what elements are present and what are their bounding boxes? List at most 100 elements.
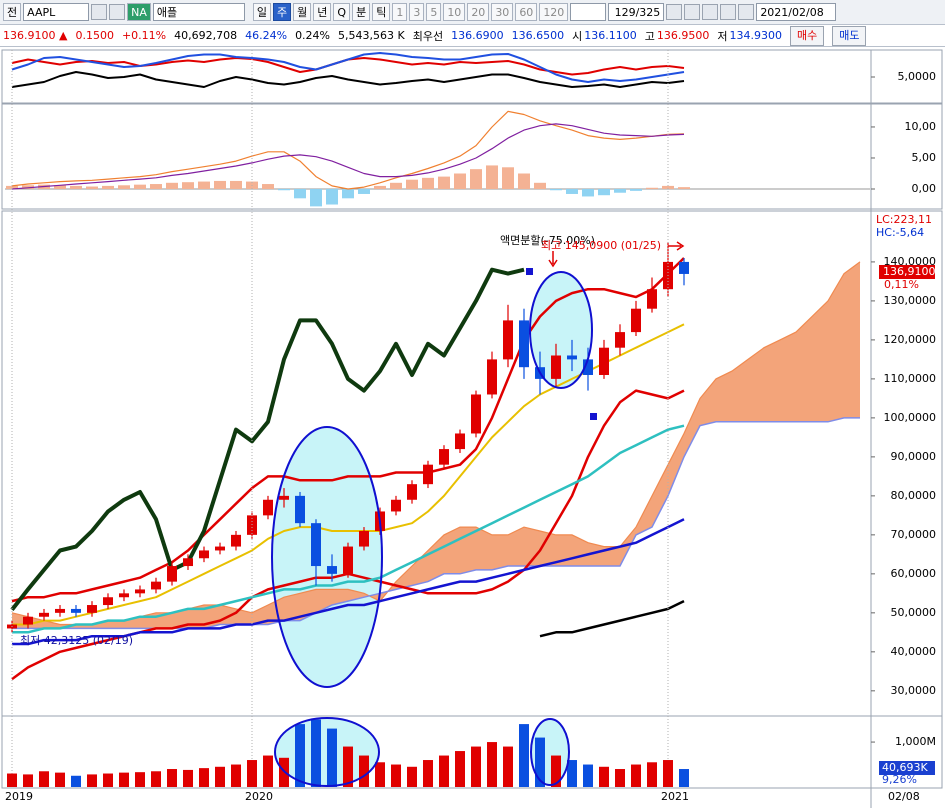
histogram-bar <box>278 189 290 191</box>
histogram-bar <box>614 189 626 193</box>
line <box>11 52 685 83</box>
period-button[interactable]: 월 <box>293 3 312 21</box>
y-tick-label: 30,0000 <box>891 684 937 697</box>
interval-button[interactable]: 120 <box>539 3 569 21</box>
volume-bar <box>631 764 641 787</box>
histogram-bar <box>310 189 322 207</box>
high-arrow <box>668 241 685 251</box>
interval-button[interactable]: 1 <box>392 3 408 21</box>
interval-button[interactable]: 20 <box>467 3 490 21</box>
volume-bar <box>519 724 529 787</box>
count-input[interactable]: 129/325 <box>608 3 665 21</box>
x-tick-label: 2021 <box>661 790 689 803</box>
histogram-bar <box>550 189 562 191</box>
histogram-bar <box>326 189 338 205</box>
interval-dropdown[interactable] <box>570 3 607 21</box>
volume-bar <box>567 760 577 787</box>
tool-icon[interactable] <box>720 4 737 20</box>
interval-button[interactable]: 5 <box>426 3 442 21</box>
volume-bar <box>599 766 609 787</box>
period-button[interactable]: 년 <box>313 3 332 21</box>
candle-body <box>279 495 289 500</box>
period-button[interactable]: Q <box>333 3 351 21</box>
histogram-bar <box>54 185 66 190</box>
y-tick-label: 100,0000 <box>884 411 937 424</box>
buy-button[interactable]: 매수 <box>789 25 825 46</box>
volume-bar <box>455 751 465 787</box>
candle-body <box>199 550 209 559</box>
volume-bar <box>375 762 385 787</box>
period-button[interactable]: 주 <box>273 3 292 21</box>
histogram-bar <box>534 182 546 190</box>
candle-body <box>455 433 465 450</box>
volume-bar <box>679 769 689 787</box>
y-tick-label: 0,00 <box>912 182 937 195</box>
line <box>12 424 685 634</box>
candle-body <box>519 320 529 368</box>
histogram-bar <box>182 182 194 190</box>
line <box>11 123 685 190</box>
line <box>11 71 685 88</box>
volume-bar <box>7 773 17 787</box>
tool-icon[interactable] <box>702 4 719 20</box>
volume-bar <box>359 755 369 787</box>
period-button[interactable]: 분 <box>352 3 371 21</box>
histogram-bar <box>662 185 674 190</box>
histogram-bar <box>358 189 370 194</box>
y-tick-label: 40,0000 <box>891 645 937 658</box>
cloud-fill <box>12 261 860 629</box>
name-input[interactable]: 애플 <box>152 3 245 21</box>
y-tick-label: 70,0000 <box>891 528 937 541</box>
candle-body <box>87 605 97 613</box>
panel-borders <box>1 49 943 808</box>
settings-icon[interactable] <box>738 4 755 20</box>
sell-button[interactable]: 매도 <box>832 25 867 46</box>
histogram-bar <box>230 180 242 190</box>
volume-bar <box>343 746 353 787</box>
histogram-bar <box>582 189 594 197</box>
histogram-bar <box>166 182 178 190</box>
volume-bar <box>391 764 401 787</box>
symbol-input[interactable]: AAPL <box>23 3 90 21</box>
histogram-bar <box>118 185 130 190</box>
quote-volume-rate: 46.24% <box>245 29 288 42</box>
candle-body <box>247 515 257 535</box>
quote-open-label: 시 <box>572 29 583 43</box>
interval-button[interactable]: 10 <box>443 3 466 21</box>
candle-body <box>647 289 657 309</box>
candle-body <box>151 581 161 590</box>
candle-body <box>343 546 353 574</box>
interval-button[interactable]: 30 <box>491 3 514 21</box>
tool-icon[interactable] <box>666 4 683 20</box>
histogram-bar <box>70 185 82 190</box>
lc-label: LC:223,11 <box>876 213 932 226</box>
histogram-bar <box>150 184 162 190</box>
volume-bar <box>55 772 65 787</box>
highlight-outline <box>274 717 380 787</box>
date-input[interactable]: 2021/02/08 <box>756 3 837 21</box>
histogram-bar <box>422 177 434 190</box>
volume-bar <box>119 772 129 787</box>
volume-bar <box>407 766 417 787</box>
period-button[interactable]: 일 <box>252 3 272 21</box>
candle-body <box>615 332 625 348</box>
interval-button[interactable]: 60 <box>515 3 538 21</box>
tool-icon[interactable] <box>684 4 701 20</box>
volume-bar <box>231 764 241 787</box>
market-button[interactable]: 전 <box>3 3 22 21</box>
volume-bar <box>215 766 225 787</box>
sound-icon[interactable] <box>109 4 126 20</box>
quote-bid: 136.6500 <box>511 29 565 42</box>
volume-bar <box>295 724 305 787</box>
line <box>12 323 685 626</box>
candle-body <box>23 616 33 625</box>
interval-button[interactable]: 3 <box>409 3 425 21</box>
y-tick-label: 80,0000 <box>891 489 937 502</box>
search-icon[interactable] <box>91 4 108 20</box>
candle-body <box>135 589 145 594</box>
panel-frame <box>1 103 943 210</box>
period-button[interactable]: 틱 <box>372 3 391 21</box>
candle-body <box>231 534 241 547</box>
histogram-bar <box>598 189 610 196</box>
